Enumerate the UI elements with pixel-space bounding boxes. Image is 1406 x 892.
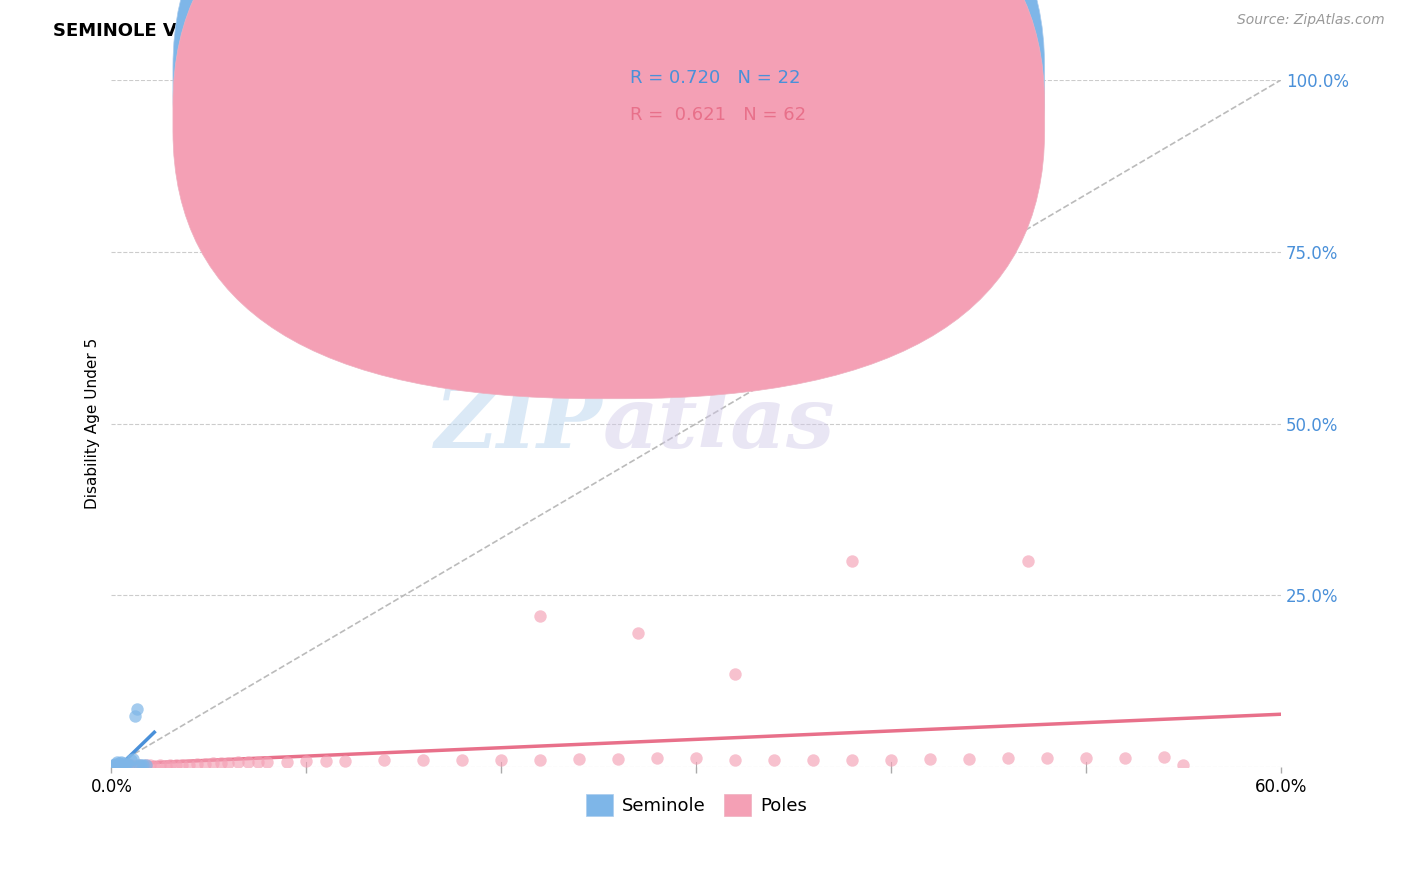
Point [159,758,181,772]
Point [920,752,942,766]
Point [121,752,143,766]
Point [120,758,142,772]
Point [125,702,148,716]
Point [209,756,232,771]
Text: atlas: atlas [603,382,835,466]
Point [104,757,127,772]
Point [124,708,146,723]
Point [335,754,357,768]
Point [128,758,150,772]
Point [112,758,135,772]
Point [112,756,135,771]
Point [129,758,152,772]
Point [792,94,814,108]
Text: Source: ZipAtlas.com: Source: ZipAtlas.com [1237,13,1385,28]
Point [246,756,269,770]
Point [957,752,980,766]
Point [179,757,201,772]
Point [841,554,863,568]
Point [1036,751,1059,765]
Point [645,751,668,765]
Point [108,756,131,771]
Point [1074,750,1097,764]
Point [1153,750,1175,764]
Point [256,755,278,769]
Point [201,756,224,771]
Point [155,759,177,773]
Point [1173,758,1195,772]
Point [115,759,138,773]
Point [131,758,153,772]
Point [103,758,125,772]
Point [724,753,747,767]
Point [114,759,136,773]
Point [880,753,903,767]
Point [627,626,650,640]
Point [295,754,318,768]
Point [115,756,138,771]
Point [110,758,132,772]
Point [105,758,128,772]
Point [131,759,153,773]
Point [135,758,157,772]
Point [236,756,259,770]
Point [607,752,630,766]
Point [118,758,141,772]
Point [373,753,395,767]
Y-axis label: Disability Age Under 5: Disability Age Under 5 [86,338,100,509]
Point [114,757,136,772]
Point [186,756,208,771]
Text: R = 0.720   N = 22: R = 0.720 N = 22 [630,69,800,87]
Point [149,758,172,772]
Point [412,753,434,767]
Point [135,758,157,772]
Legend: Seminole, Poles: Seminole, Poles [578,787,814,823]
Text: SEMINOLE VS POLISH DISABILITY AGE UNDER 5 CORRELATION CHART: SEMINOLE VS POLISH DISABILITY AGE UNDER … [53,22,754,40]
Point [194,756,217,771]
Point [124,759,146,773]
Point [997,751,1019,765]
Point [841,753,863,767]
Point [685,751,707,765]
Point [105,756,128,770]
Point [139,758,162,772]
Point [1114,750,1136,764]
Text: ZIP: ZIP [434,382,603,466]
Point [120,753,142,767]
Point [108,757,131,772]
Point [104,756,127,771]
Point [108,759,131,773]
Point [529,753,551,767]
Point [165,758,187,772]
Point [568,752,591,766]
Point [104,759,127,773]
Point [110,755,132,769]
Point [143,759,166,773]
Point [128,758,150,772]
Point [763,753,786,767]
Point [217,756,239,771]
Point [105,758,128,772]
Point [226,756,249,770]
Point [170,757,193,772]
Point [276,755,298,769]
Point [491,753,513,767]
Point [315,754,337,768]
Point [801,753,824,767]
Point [451,753,474,767]
Point [103,759,125,773]
Point [724,667,747,681]
Point [110,756,132,771]
Point [1017,554,1039,568]
Point [118,758,141,772]
Point [529,609,551,624]
Text: R =  0.621   N = 62: R = 0.621 N = 62 [630,106,806,124]
